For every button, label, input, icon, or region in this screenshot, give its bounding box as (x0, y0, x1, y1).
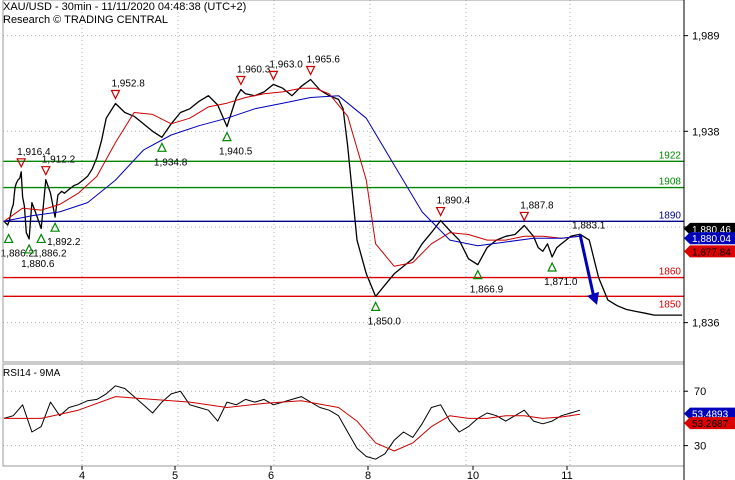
swing-high-marker (40, 166, 51, 177)
swing-high-label: 1,916.4 (17, 147, 51, 158)
rsi-grid (3, 364, 684, 466)
swing-high-label: 1,912.2 (42, 155, 76, 166)
series-ma_slow (3, 95, 581, 247)
x-tick-label: 8 (365, 470, 371, 480)
swing-low-label: 1,934.8 (154, 157, 188, 168)
x-tick-label: 5 (172, 470, 178, 480)
series-rsi_ma (4, 396, 581, 452)
rsi-tag-1-text: 53.2687 (692, 419, 729, 430)
y-tick-label: 1,836 (692, 318, 720, 330)
swing-high-label: 1,887.8 (520, 200, 554, 211)
swing-low-marker (50, 221, 61, 232)
level-label-1908: 1908 (659, 177, 682, 188)
series-layer (3, 78, 683, 460)
rsi-panel-frame (2, 363, 685, 467)
price-grid (3, 0, 684, 362)
swing-low-marker (370, 301, 381, 311)
level-label-1890: 1890 (659, 210, 682, 221)
forecast-arrow-head (587, 291, 599, 305)
annotation-layer: 1,886.2 1,916.4 1,880.61,886.2 1,912.2 1,892… (1, 55, 606, 328)
swing-high-label: 1,963.0 (269, 59, 303, 70)
price-tag-2-text: 1,877.84 (692, 247, 731, 258)
swing-high-label: 1,890.4 (437, 196, 471, 207)
swing-high-label: 1,960.3 (237, 64, 271, 75)
swing-high-marker (235, 75, 246, 86)
swing-low-marker (221, 131, 232, 142)
swing-low-marker (547, 261, 558, 272)
chart-title: XAU/USD - 30min - 11/11/2020 04:48:38 (U… (3, 1, 247, 13)
forecast-arrow (578, 233, 596, 299)
swing-low-marker (156, 141, 167, 152)
swing-low-label: 1,886.2 (1, 248, 35, 259)
y-tick-label: 1,989 (692, 31, 720, 43)
swing-high-marker (16, 158, 27, 169)
price-label: 1,883.1 (572, 220, 606, 231)
swing-high-marker (110, 89, 121, 100)
levels-layer: 1922 1908 1890 1860 1850 (3, 150, 684, 310)
series-rsi (3, 385, 581, 460)
x-tick-label: 10 (467, 470, 479, 480)
y-tick-label: 1,938 (692, 126, 720, 138)
swing-high-marker (435, 206, 446, 217)
level-label-1850: 1850 (659, 299, 682, 310)
swing-low-marker (472, 269, 483, 280)
rsi-y-tick-label: 70 (694, 386, 706, 398)
price-tag-0-text: 1,880.46 (692, 225, 731, 236)
swing-high-label: 1,952.8 (111, 79, 145, 90)
price-tag-0-box (684, 222, 735, 235)
level-label-1860: 1860 (659, 267, 682, 278)
swing-low-label: 1,850.0 (368, 316, 402, 327)
swing-high-marker (268, 70, 279, 81)
rsi-tag-0-box (684, 407, 735, 420)
rsi-y-tick-label: 30 (694, 441, 706, 453)
swing-low-label: 1,871.0 (544, 277, 578, 288)
swing-low-label: 1,892.2 (47, 237, 81, 248)
swing-low-label: 1,880.6 (21, 259, 55, 270)
swing-low-label: 1,886.2 (33, 248, 67, 259)
x-tick-label: 4 (79, 470, 85, 480)
swing-low-marker (24, 243, 35, 254)
series-ma_fast (3, 87, 581, 267)
swing-low-label: 1,940.5 (219, 147, 253, 158)
rsi-tag-1-box (684, 417, 735, 430)
swing-low-marker (3, 233, 14, 244)
price-tag-1-text: 1,880.04 (692, 234, 731, 245)
x-tick-label: 6 (268, 470, 274, 480)
price-panel-frame (2, 0, 685, 363)
swing-high-marker (519, 211, 530, 222)
series-price (3, 78, 683, 316)
swing-high-marker (305, 65, 316, 76)
swing-high-label: 1,965.6 (307, 55, 341, 66)
level-label-1922: 1922 (659, 150, 682, 161)
swing-low-marker (36, 233, 47, 244)
x-tick-label: 11 (561, 470, 572, 480)
chart-source: Research © TRADING CENTRAL (3, 14, 168, 26)
rsi-tag-0-text: 53.4893 (692, 410, 729, 421)
price-tag-2-box (684, 245, 735, 258)
rsi-panel-title: RSI14 - 9MA (3, 368, 61, 379)
price-tag-1-box (684, 232, 735, 245)
swing-low-label: 1,866.9 (470, 285, 504, 296)
